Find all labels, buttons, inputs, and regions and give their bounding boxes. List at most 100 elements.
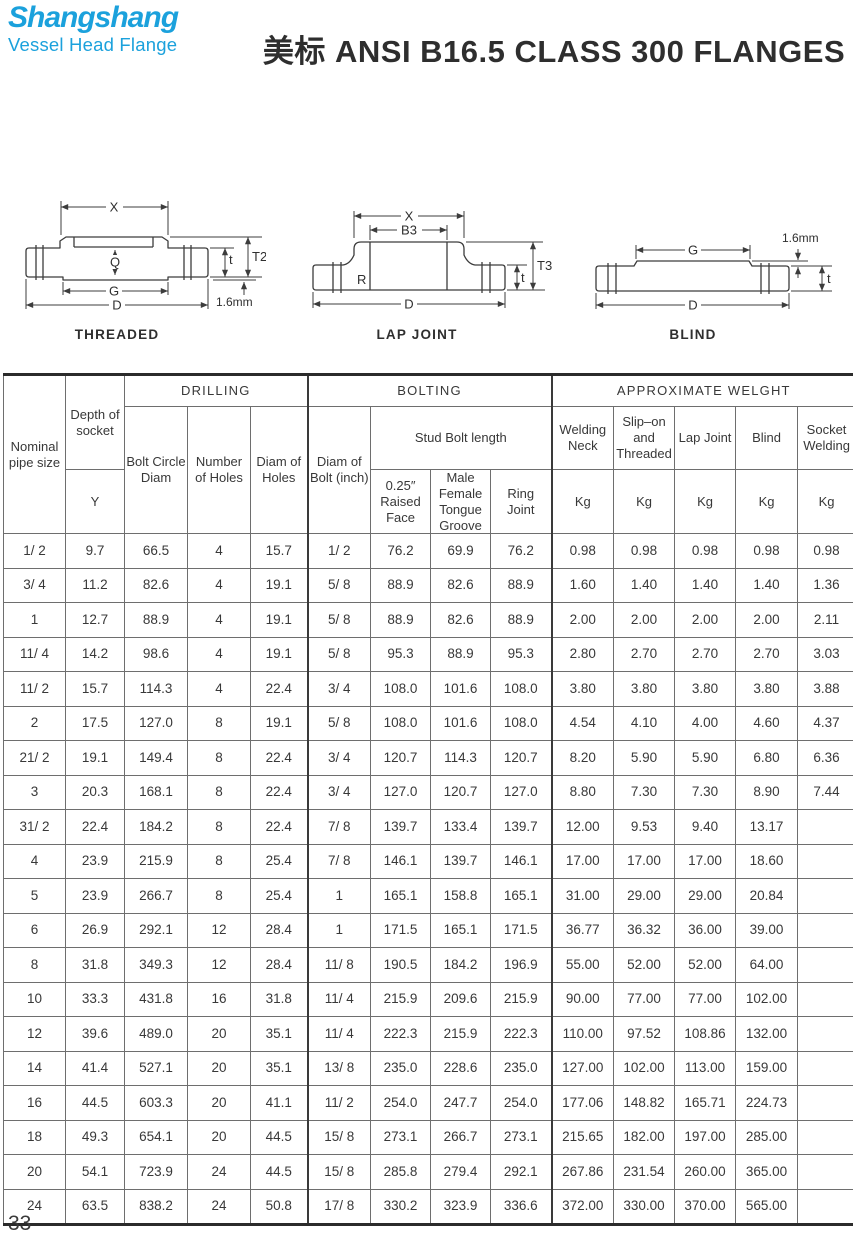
cell-weight-lap-joint: 1.40 xyxy=(674,567,737,604)
table-row: 5 23.9 266.7 8 25.4 1 165.1 158.8 165.1 … xyxy=(3,878,853,914)
cell-weight-blind: 13.17 xyxy=(735,809,799,845)
cell-diam-of-holes: 22.4 xyxy=(249,809,309,845)
dim-label-d: D xyxy=(404,297,413,312)
cell-diam-of-bolt: 5/ 8 xyxy=(306,567,372,604)
group-header-drilling: DRILLING xyxy=(123,374,309,407)
col-header-depth-symbol-y: Y xyxy=(65,468,125,535)
cell-number-of-holes: 20 xyxy=(187,1119,251,1156)
cell-weight-socket-welding xyxy=(797,809,853,845)
cell-weight-welding-neck: 17.00 xyxy=(550,843,615,880)
col-header-kg-socket-welding: Kg xyxy=(797,468,853,535)
cell-nominal-pipe-size: 18 xyxy=(3,1119,66,1156)
cell-weight-lap-joint: 52.00 xyxy=(674,947,737,983)
cell-weight-blind: 64.00 xyxy=(735,947,799,983)
cell-stud-length-male-female: 323.9 xyxy=(430,1188,492,1226)
cell-stud-length-ring-joint: 215.9 xyxy=(490,981,553,1018)
cell-diam-of-bolt: 11/ 8 xyxy=(306,947,372,983)
cell-stud-length-ring-joint: 127.0 xyxy=(490,774,553,811)
col-header-diam-of-holes: Diam of Holes xyxy=(249,405,309,535)
cell-weight-socket-welding: 2.11 xyxy=(797,602,853,638)
cell-weight-lap-joint: 9.40 xyxy=(674,809,737,845)
dim-label-g: G xyxy=(109,284,119,299)
cell-weight-blind: 4.60 xyxy=(735,705,799,742)
cell-stud-length-male-female: 133.4 xyxy=(430,809,492,845)
cell-depth-of-socket-y: 23.9 xyxy=(65,843,125,880)
cell-stud-length-male-female: 101.6 xyxy=(430,671,492,707)
cell-stud-length-raised-face: 285.8 xyxy=(370,1154,432,1190)
cell-diam-of-bolt: 5/ 8 xyxy=(306,705,372,742)
cell-nominal-pipe-size: 11/ 4 xyxy=(3,636,66,673)
cell-stud-length-ring-joint: 108.0 xyxy=(490,671,553,707)
cell-depth-of-socket-y: 31.8 xyxy=(65,947,125,983)
cell-depth-of-socket-y: 26.9 xyxy=(65,912,125,949)
dim-label-x: X xyxy=(405,209,414,224)
cell-diam-of-holes: 28.4 xyxy=(249,947,309,983)
cell-weight-welding-neck: 31.00 xyxy=(550,878,615,914)
cell-diam-of-holes: 15.7 xyxy=(249,533,309,569)
cell-weight-blind: 2.00 xyxy=(735,602,799,638)
cell-nominal-pipe-size: 6 xyxy=(3,912,66,949)
cell-nominal-pipe-size: 3/ 4 xyxy=(3,567,66,604)
col-header-depth-of-socket: Depth of socket xyxy=(65,374,125,470)
cell-nominal-pipe-size: 24 xyxy=(3,1188,66,1226)
col-header-lap-joint: Lap Joint xyxy=(674,406,737,470)
cell-stud-length-raised-face: 127.0 xyxy=(370,774,432,811)
threaded-flange-drawing: X Q G D t T2 1.6mm THREADED xyxy=(25,199,266,342)
col-header-stud-bolt-length: Stud Bolt length xyxy=(370,406,553,470)
cell-weight-slip-on: 2.00 xyxy=(613,602,676,638)
cell-diam-of-holes: 35.1 xyxy=(249,1016,309,1052)
table-row: 6 26.9 292.1 12 28.4 1 171.5 165.1 171.5… xyxy=(3,912,853,949)
cell-stud-length-raised-face: 190.5 xyxy=(370,947,432,983)
cell-bolt-circle-diam: 215.9 xyxy=(124,843,188,880)
cell-stud-length-ring-joint: 292.1 xyxy=(490,1154,553,1190)
cell-depth-of-socket-y: 33.3 xyxy=(65,981,125,1018)
cell-depth-of-socket-y: 9.7 xyxy=(65,533,125,569)
dim-label-g: G xyxy=(688,243,698,258)
col-header-welding-neck: Welding Neck xyxy=(550,406,615,470)
cell-stud-length-raised-face: 88.9 xyxy=(370,602,432,638)
col-header-kg-blind: Kg xyxy=(735,468,799,535)
cell-diam-of-bolt: 1 xyxy=(306,912,372,949)
cell-stud-length-raised-face: 222.3 xyxy=(370,1016,432,1052)
cell-stud-length-ring-joint: 165.1 xyxy=(490,878,553,914)
col-header-blind: Blind xyxy=(735,406,799,470)
cell-nominal-pipe-size: 21/ 2 xyxy=(3,740,66,776)
cell-stud-length-male-female: 266.7 xyxy=(430,1119,492,1156)
col-header-ring-joint: Ring Joint xyxy=(490,468,553,535)
cell-weight-socket-welding xyxy=(797,843,853,880)
logo: Shangshang Vessel Head Flange xyxy=(8,2,179,56)
cell-weight-lap-joint: 77.00 xyxy=(674,981,737,1018)
cell-weight-welding-neck: 177.06 xyxy=(550,1085,615,1121)
cell-weight-welding-neck: 1.60 xyxy=(550,567,615,604)
cell-diam-of-bolt: 5/ 8 xyxy=(306,602,372,638)
cell-weight-blind: 159.00 xyxy=(735,1050,799,1087)
cell-depth-of-socket-y: 63.5 xyxy=(65,1188,125,1226)
cell-stud-length-male-female: 114.3 xyxy=(430,740,492,776)
cell-weight-socket-welding: 1.36 xyxy=(797,567,853,604)
cell-weight-slip-on: 29.00 xyxy=(613,878,676,914)
cell-nominal-pipe-size: 11/ 2 xyxy=(3,671,66,707)
cell-weight-lap-joint: 108.86 xyxy=(674,1016,737,1052)
cell-diam-of-holes: 25.4 xyxy=(249,843,309,880)
cell-weight-slip-on: 0.98 xyxy=(613,533,676,569)
raised-face-height-label: 1.6mm xyxy=(782,231,819,245)
cell-stud-length-ring-joint: 273.1 xyxy=(490,1119,553,1156)
dim-label-d: D xyxy=(112,298,121,313)
cell-depth-of-socket-y: 12.7 xyxy=(65,602,125,638)
cell-bolt-circle-diam: 98.6 xyxy=(124,636,188,673)
cell-number-of-holes: 4 xyxy=(187,602,251,638)
cell-weight-blind: 102.00 xyxy=(735,981,799,1018)
cell-stud-length-raised-face: 108.0 xyxy=(370,705,432,742)
cell-weight-socket-welding xyxy=(797,878,853,914)
cell-stud-length-raised-face: 165.1 xyxy=(370,878,432,914)
cell-weight-lap-joint: 165.71 xyxy=(674,1085,737,1121)
cell-number-of-holes: 4 xyxy=(187,636,251,673)
cell-weight-socket-welding xyxy=(797,1188,853,1226)
cell-diam-of-bolt: 15/ 8 xyxy=(306,1154,372,1190)
cell-stud-length-male-female: 184.2 xyxy=(430,947,492,983)
cell-stud-length-male-female: 158.8 xyxy=(430,878,492,914)
cell-weight-lap-joint: 2.70 xyxy=(674,636,737,673)
cell-diam-of-bolt: 13/ 8 xyxy=(306,1050,372,1087)
cell-stud-length-male-female: 139.7 xyxy=(430,843,492,880)
cell-weight-lap-joint: 2.00 xyxy=(674,602,737,638)
